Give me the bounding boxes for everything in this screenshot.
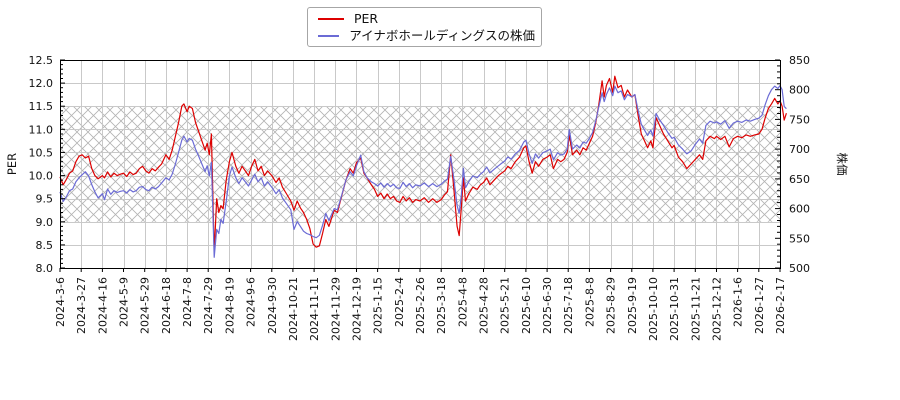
left-tick-label: 10.5 <box>29 146 54 159</box>
x-tick-label: 2024-10-21 <box>287 277 300 341</box>
left-tick-label: 10.0 <box>29 170 54 183</box>
x-tick-label: 2026-2-17 <box>774 277 787 334</box>
x-tick-label: 2025-10-10 <box>647 277 660 341</box>
x-tick-label: 2025-2-4 <box>393 277 406 327</box>
left-tick-label: 12.0 <box>29 77 54 90</box>
x-tick-label: 2025-1-15 <box>372 277 385 334</box>
left-axis-title: PER <box>5 153 19 175</box>
right-tick-label: 550 <box>789 232 810 245</box>
x-tick-label: 2024-8-19 <box>223 277 236 334</box>
x-tick-label: 2024-11-11 <box>308 277 321 341</box>
x-tick-label: 2025-11-21 <box>689 277 702 341</box>
x-tick-label: 2025-9-19 <box>626 277 639 334</box>
left-tick-label: 12.5 <box>29 54 54 67</box>
x-tick-label: 2025-6-10 <box>520 277 533 334</box>
per-line <box>59 75 787 253</box>
x-tick-label: 2024-12-19 <box>350 277 363 341</box>
right-tick-label: 800 <box>789 84 810 97</box>
left-tick-label: 9.5 <box>36 193 54 206</box>
x-tick-label: 2024-4-16 <box>96 277 109 334</box>
x-tick-label: 2025-12-12 <box>710 277 723 341</box>
x-tick-label: 2025-6-30 <box>541 277 554 334</box>
x-tick-label: 2024-3-27 <box>75 277 88 334</box>
tick-labels: 8.0 8.5 9.0 9.5 10.0 10.5 11.0 11.5 12.0 12.5 500 5… <box>29 54 811 341</box>
x-tick-label: 2025-10-31 <box>668 277 681 341</box>
legend-entry-stock-price: アイナボホールディングスの株価 <box>314 27 535 44</box>
left-tick-label: 8.0 <box>36 262 54 275</box>
x-tick-label: 2025-4-8 <box>456 277 469 327</box>
x-tick-label: 2024-9-30 <box>266 277 279 334</box>
x-tick-label: 2024-7-8 <box>181 277 194 327</box>
legend-label-per: PER <box>354 10 379 26</box>
x-tick-label: 2024-9-6 <box>245 277 258 327</box>
x-tick-label: 2024-11-29 <box>329 277 342 341</box>
right-tick-label: 500 <box>789 262 810 275</box>
x-tick-label: 2025-4-28 <box>478 277 491 334</box>
x-tick-label: 2025-8-8 <box>583 277 596 327</box>
left-tick-label: 11.5 <box>29 100 54 113</box>
x-tick-label: 2025-3-18 <box>435 277 448 334</box>
right-tick-label: 600 <box>789 203 810 216</box>
right-tick-label: 650 <box>789 173 810 186</box>
x-tick-label: 2024-5-9 <box>118 277 131 327</box>
x-tick-label: 2024-7-29 <box>202 277 215 334</box>
x-tick-label: 2025-5-21 <box>499 277 512 334</box>
stock-price-line-swatch <box>318 34 340 37</box>
right-axis-title: 株価 <box>835 153 849 176</box>
right-tick-label: 750 <box>789 113 810 126</box>
left-tick-label: 11.0 <box>29 123 54 136</box>
right-tick-label: 850 <box>789 54 810 67</box>
x-tick-label: 2025-7-18 <box>562 277 575 334</box>
right-tick-label: 700 <box>789 143 810 156</box>
x-tick-label: 2024-6-18 <box>160 277 173 334</box>
x-tick-label: 2024-5-29 <box>139 277 152 334</box>
legend-box: PER アイナボホールディングスの株価 <box>307 7 542 47</box>
x-tick-label: 2025-2-26 <box>414 277 427 334</box>
x-tick-label: 2026-1-6 <box>732 277 745 327</box>
x-tick-label: 2024-3-6 <box>54 277 67 327</box>
left-tick-label: 8.5 <box>36 239 54 252</box>
x-tick-label: 2026-1-27 <box>753 277 766 334</box>
axis-ticks <box>59 59 781 272</box>
x-tick-label: 2025-8-29 <box>605 277 618 334</box>
stock-price-line <box>59 85 787 258</box>
legend-label-stock-price: アイナボホールディングスの株価 <box>349 27 535 43</box>
per-line-swatch <box>318 17 344 20</box>
legend-entry-per: PER <box>314 10 535 27</box>
left-tick-label: 9.0 <box>36 216 54 229</box>
